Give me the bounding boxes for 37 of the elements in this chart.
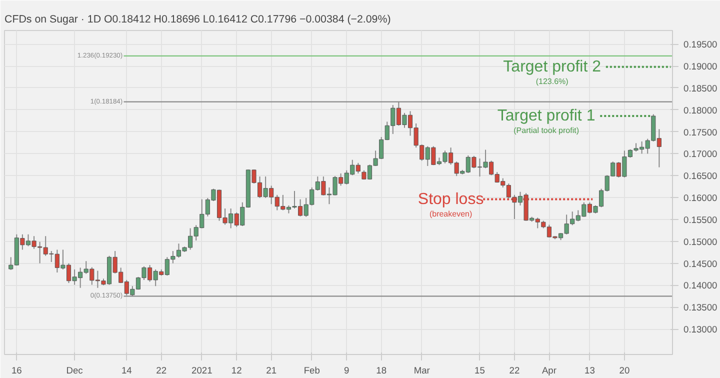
y-tick-label: 0.18500 [684, 83, 718, 94]
annotation: (breakeven) [429, 209, 472, 218]
y-tick-label: 0.16000 [684, 193, 718, 204]
chart-title: CFDs on Sugar · 1D O0.18412 H0.18696 L0.16412 C0.17796 −0.00384 (−2.09%) [4, 14, 391, 26]
y-tick-label: 0.17500 [684, 127, 718, 138]
y-tick-label: 0.18000 [684, 105, 718, 116]
y-tick-label: 0.14000 [684, 280, 718, 291]
ref-line-label: Target profit 2 [503, 58, 602, 76]
y-tick-label: 0.16500 [684, 171, 718, 182]
y-tick-label: 0.14500 [684, 258, 718, 269]
x-tick-label: 12 [231, 366, 242, 376]
x-tick-label: 14 [121, 366, 132, 376]
x-tick-label: Dec [66, 366, 84, 376]
x-tick-label: Mar [414, 366, 430, 376]
ref-line-label: Stop loss [418, 190, 484, 208]
x-tick-label: 2021 [192, 366, 212, 376]
x-tick-label: 13 [584, 366, 595, 376]
y-tick-label: 0.15000 [684, 236, 718, 247]
ref-line-label: Target profit 1 [497, 107, 596, 124]
x-tick-label: 9 [344, 366, 350, 376]
x-tick-label: 22 [509, 366, 520, 376]
annotation: (Partial took profit) [514, 126, 580, 136]
x-tick-label: 16 [11, 366, 22, 376]
x-tick-label: Feb [304, 366, 320, 376]
x-tick-label: Apr [542, 366, 556, 376]
y-tick-label: 0.19500 [684, 40, 718, 50]
y-tick-label: 0.17000 [684, 149, 718, 160]
x-tick-label: 21 [266, 366, 277, 376]
y-tick-label: 0.19000 [684, 62, 718, 72]
x-tick-label: 18 [376, 366, 387, 376]
annotation: (123.6%) [536, 76, 569, 86]
x-tick-label: 22 [156, 366, 167, 376]
y-tick-label: 0.15500 [684, 214, 718, 225]
x-tick-label: 20 [619, 366, 630, 376]
y-tick-label: 0.13500 [684, 302, 718, 313]
y-tick-label: 0.13000 [684, 324, 718, 335]
x-tick-label: 15 [474, 366, 485, 376]
